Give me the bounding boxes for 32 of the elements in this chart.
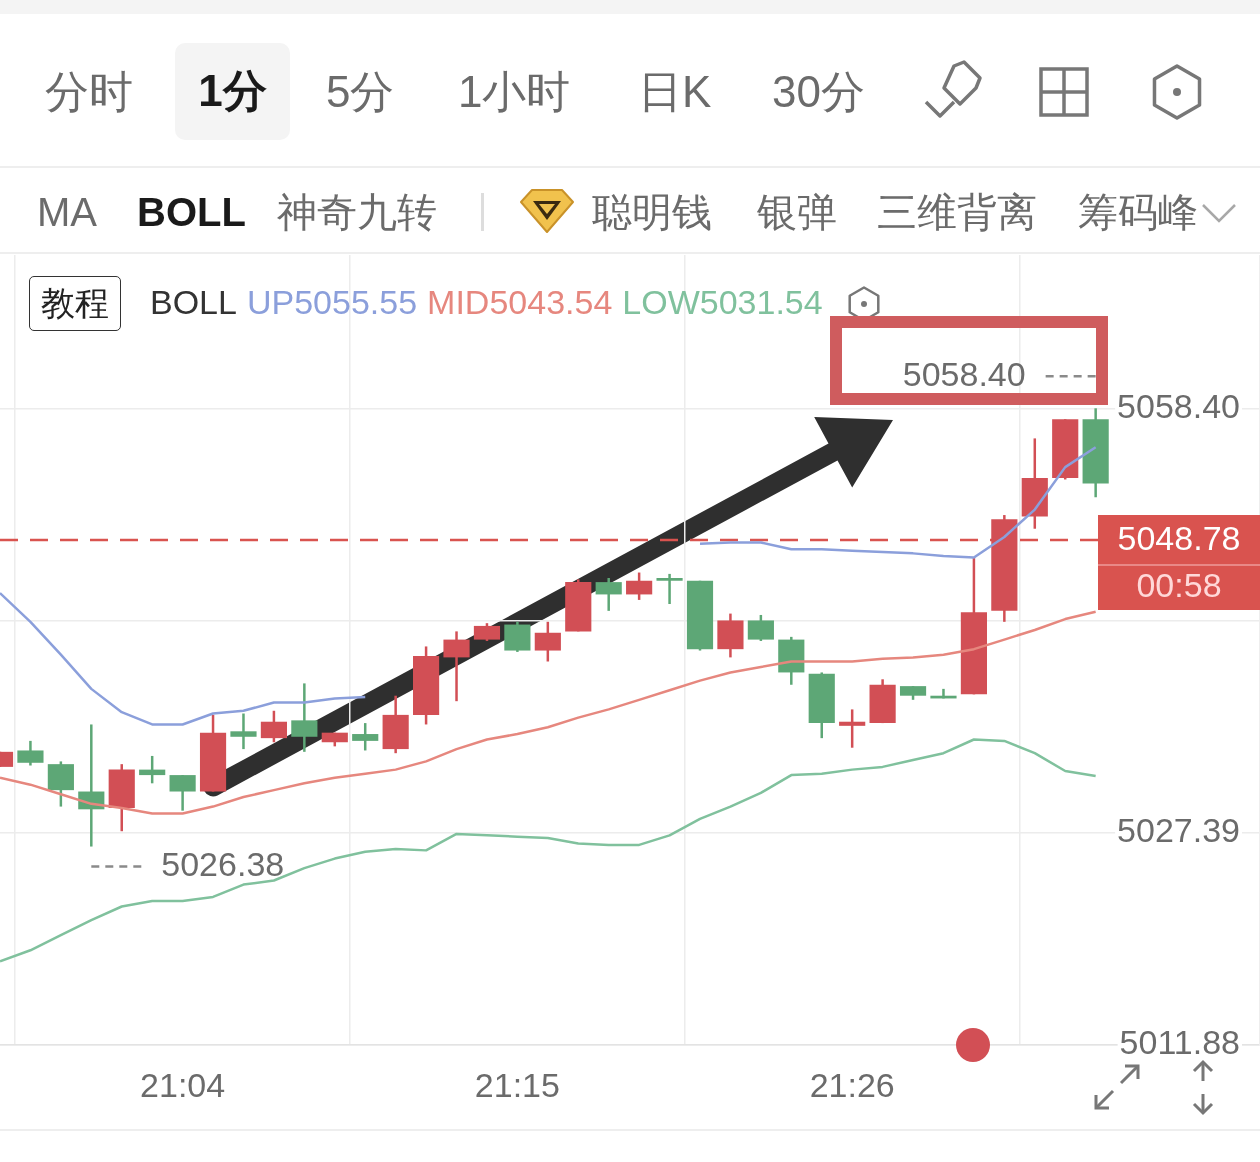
text: 30分	[772, 66, 865, 116]
text: 筹码峰	[1078, 190, 1198, 234]
y-tick-label: 5027.39	[1117, 811, 1240, 850]
text: UP5055.55	[246, 283, 418, 321]
candlestick	[230, 713, 257, 750]
text: 银弹	[757, 190, 837, 234]
legend-title: BOLL	[150, 283, 237, 321]
annotation: 5026.38	[161, 844, 285, 883]
y-tick-label: 5058.40	[1117, 386, 1240, 425]
text: 神奇九转	[277, 190, 437, 234]
tab[interactable]: 1分	[175, 43, 290, 140]
text: BOLL	[137, 190, 246, 234]
text: 三维背离	[877, 190, 1037, 234]
text: LOW5031.54	[622, 283, 823, 321]
text: 5048.78	[1117, 519, 1241, 558]
x-tick-label: 21:04	[140, 1065, 226, 1104]
x-tick-label: 21:15	[474, 1065, 560, 1104]
text: MA	[37, 190, 97, 234]
text: 00:58	[1136, 566, 1222, 605]
candlestick	[443, 631, 470, 702]
text: 5分	[326, 66, 395, 116]
text: 分时	[45, 66, 133, 116]
text: 日K	[638, 66, 712, 116]
y-tick-label: 5011.88	[1119, 1023, 1240, 1062]
x-tick-label: 21:26	[809, 1065, 895, 1104]
annotation: 教程	[41, 283, 109, 322]
text: 聪明钱	[592, 190, 712, 234]
candlestick	[656, 573, 683, 605]
text: MID5043.54	[427, 283, 613, 321]
button[interactable]: 教程	[29, 276, 121, 331]
annotation: 5058.40	[902, 354, 1026, 393]
text: 1小时	[458, 66, 571, 116]
